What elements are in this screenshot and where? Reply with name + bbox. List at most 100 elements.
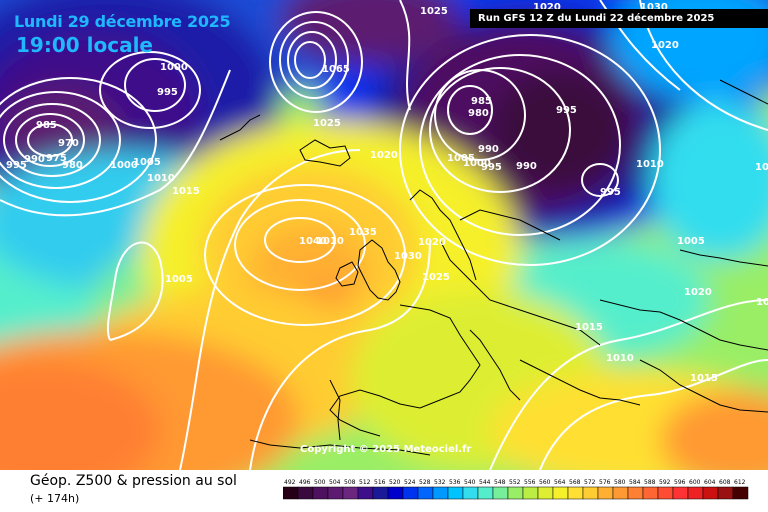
pressure-label: 1020: [651, 40, 679, 51]
pressure-label: 995: [600, 187, 621, 198]
pressure-label: 985: [36, 120, 57, 131]
pressure-label: 1020: [756, 297, 768, 308]
scale-tick-label: 584: [629, 479, 641, 486]
scale-tick-label: 496: [299, 479, 311, 486]
scale-swatch: [582, 486, 599, 500]
scale-tick-label: 512: [359, 479, 371, 486]
pressure-label: 1020: [684, 287, 712, 298]
pressure-label: 1005: [447, 153, 475, 164]
scale-tick-label: 604: [704, 479, 716, 486]
legend-bar: Géop. Z500 & pression au sol (+ 174h) 49…: [0, 470, 768, 512]
pressure-label: 1000: [110, 160, 138, 171]
pressure-label: 1020: [370, 150, 398, 161]
scale-swatch: [342, 486, 359, 500]
pressure-label: 1010: [636, 159, 664, 170]
forecast-date: Lundi 29 décembre 2025: [14, 12, 231, 31]
pressure-label: 1020: [533, 2, 561, 13]
scale-swatch: [372, 486, 389, 500]
pressure-label: 1015: [172, 186, 200, 197]
pressure-label: 1040: [299, 236, 327, 247]
pressure-label: 995: [481, 162, 502, 173]
scale-swatch: [627, 486, 644, 500]
scale-swatch: [447, 486, 464, 500]
scale-tick-label: 596: [674, 479, 686, 486]
pressure-label: 1030: [394, 251, 422, 262]
scale-swatch: [522, 486, 539, 500]
pressure-label: 1030: [640, 2, 668, 13]
scale-swatch: [327, 486, 344, 500]
pressure-label: 990: [24, 154, 45, 165]
scale-swatch: [283, 486, 299, 500]
pressure-label: 1015: [690, 373, 718, 384]
scale-swatch: [357, 486, 374, 500]
pressure-label: 975: [46, 153, 67, 164]
scale-swatch: [687, 486, 704, 500]
pressure-label: 980: [468, 108, 489, 119]
run-info-banner: Run GFS 12 Z du Lundi 22 décembre 2025: [470, 9, 768, 28]
scale-swatch: [417, 486, 434, 500]
scale-swatch: [402, 486, 419, 500]
pressure-label: 995: [556, 105, 577, 116]
scale-tick-label: 564: [554, 479, 566, 486]
scale-tick-label: 528: [419, 479, 431, 486]
pressure-label: 1025: [420, 6, 448, 17]
scale-tick-label: 504: [329, 479, 341, 486]
scale-swatch: [432, 486, 449, 500]
scale-swatch: [567, 486, 584, 500]
pressure-label: 1000: [160, 62, 188, 73]
pressure-label: 1035: [349, 227, 377, 238]
pressure-label: 1005: [133, 157, 161, 168]
pressure-label: 1010: [606, 353, 634, 364]
scale-tick-label: 544: [479, 479, 491, 486]
scale-swatch: [672, 486, 689, 500]
pressure-label: 1065: [322, 64, 350, 75]
pressure-label: 1025: [313, 118, 341, 129]
pressure-label: 1000: [463, 158, 491, 169]
pressure-label: 985: [471, 96, 492, 107]
pressure-label: 990: [516, 161, 537, 172]
pressure-label: 1005: [165, 274, 193, 285]
pressure-label: 970: [58, 138, 79, 149]
scale-tick-label: 552: [509, 479, 521, 486]
pressure-label: 995: [157, 87, 178, 98]
scale-swatch: [507, 486, 524, 500]
scale-tick-label: 600: [689, 479, 701, 486]
pressure-label: 1020: [418, 237, 446, 248]
pressure-label: 1010: [755, 162, 768, 173]
scale-tick-label: 580: [614, 479, 626, 486]
forecast-time: 19:00 locale: [16, 33, 153, 57]
scale-swatch: [732, 486, 749, 500]
scale-tick-label: 568: [569, 479, 581, 486]
scale-tick-label: 560: [539, 479, 551, 486]
scale-swatch: [552, 486, 569, 500]
scale-tick-label: 516: [374, 479, 386, 486]
scale-tick-label: 520: [389, 479, 401, 486]
scale-tick-label: 508: [344, 479, 356, 486]
scale-tick-label: 608: [719, 479, 731, 486]
pressure-label: 1010: [147, 173, 175, 184]
scale-swatch: [312, 486, 329, 500]
scale-swatch: [597, 486, 614, 500]
isobar-lines: [0, 0, 768, 470]
weather-map: 1000 995 985 970 975 990 980 995 1000 1005 1010 101…: [0, 0, 768, 470]
scale-swatch: [702, 486, 719, 500]
copyright-text: Copyright © 2025 Meteociel.fr: [300, 444, 472, 455]
scale-swatch: [387, 486, 404, 500]
scale-swatch: [717, 486, 734, 500]
scale-swatch: [642, 486, 659, 500]
scale-tick-label: 612: [734, 479, 746, 486]
scale-swatch: [657, 486, 674, 500]
scale-tick-label: 548: [494, 479, 506, 486]
map-title: Géop. Z500 & pression au sol: [30, 473, 237, 489]
color-scale: 492 496 500 504 508 512 516 520 524 528 532 536 540 5…: [283, 479, 749, 500]
pressure-label: 1010: [316, 236, 344, 247]
pressure-label: 1015: [575, 322, 603, 333]
scale-tick-label: 500: [314, 479, 326, 486]
scale-tick-label: 540: [464, 479, 476, 486]
geopotential-field: [0, 0, 768, 470]
scale-swatch: [477, 486, 494, 500]
forecast-hours: (+ 174h): [30, 492, 80, 505]
scale-tick-label: 536: [449, 479, 461, 486]
